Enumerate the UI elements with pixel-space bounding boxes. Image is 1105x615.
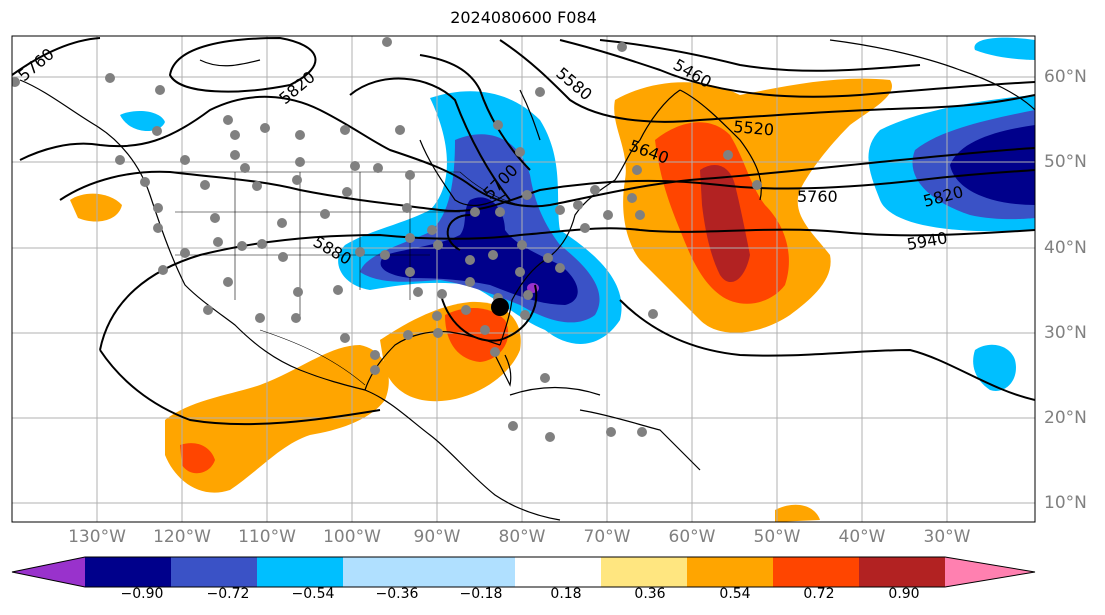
colorbar-tick-label: 0.54 bbox=[719, 586, 751, 602]
colorbar-tick-label: −0.36 bbox=[375, 586, 419, 602]
contour-label: 5760 bbox=[797, 187, 838, 206]
latitude-label: 30°N bbox=[1044, 323, 1087, 343]
colorbar-swatch bbox=[945, 557, 1035, 587]
colorbar-tick-label: 0.72 bbox=[803, 586, 835, 602]
colorbar-swatch bbox=[601, 557, 687, 587]
longitude-label: 80°W bbox=[498, 527, 546, 547]
longitude-label: 40°W bbox=[838, 527, 886, 547]
colorbar-tick-label: 0.18 bbox=[550, 586, 582, 602]
contour-label: 5580 bbox=[552, 64, 595, 105]
colorbar-tick-label: −0.54 bbox=[291, 586, 335, 602]
latitude-label: 20°N bbox=[1044, 408, 1087, 428]
anomaly-positive-region-atlantic bbox=[614, 78, 892, 333]
longitude-label: 30°W bbox=[923, 527, 971, 547]
contour-label: 5520 bbox=[733, 117, 775, 139]
colorbar-swatch bbox=[257, 557, 343, 587]
colorbar-tick-label: 0.36 bbox=[634, 586, 666, 602]
contour-label: 5760 bbox=[14, 44, 57, 85]
longitude-label: 90°W bbox=[413, 527, 461, 547]
longitude-label: 100°W bbox=[323, 527, 381, 547]
longitude-label: 60°W bbox=[668, 527, 716, 547]
longitude-label: 120°W bbox=[153, 527, 211, 547]
longitude-label: 110°W bbox=[238, 527, 296, 547]
contour-label: 5940 bbox=[905, 228, 948, 254]
colorbar-swatch bbox=[171, 557, 257, 587]
anomaly-negative-region-us bbox=[338, 91, 622, 344]
colorbar-swatch bbox=[515, 557, 601, 587]
map-frame bbox=[11, 35, 1036, 523]
latitude-label: 10°N bbox=[1044, 493, 1087, 513]
storm-center-marker bbox=[491, 298, 509, 316]
colorbar-swatch bbox=[343, 557, 429, 587]
station-dots bbox=[12, 37, 762, 442]
contour-label: 5880 bbox=[310, 232, 355, 269]
colorbar-tick-label: −0.72 bbox=[206, 586, 250, 602]
colorbar-tick-label: 0.90 bbox=[888, 586, 920, 602]
colorbar-swatch bbox=[12, 557, 85, 587]
colorbar-swatch bbox=[687, 557, 773, 587]
colorbar-swatch bbox=[773, 557, 859, 587]
colorbar-tick-label: −0.18 bbox=[459, 586, 503, 602]
map-title: 2024080600 F084 bbox=[450, 8, 597, 27]
longitude-label: 70°W bbox=[583, 527, 631, 547]
colorbar-swatch bbox=[859, 557, 945, 587]
latitude-label: 50°N bbox=[1044, 152, 1087, 172]
colorbar bbox=[11, 556, 1036, 588]
colorbar-swatch bbox=[429, 557, 515, 587]
colorbar-swatch bbox=[85, 557, 171, 587]
longitude-label: 130°W bbox=[68, 527, 126, 547]
graticule bbox=[12, 36, 1035, 522]
coastlines bbox=[19, 39, 1035, 521]
colorbar-tick-label: −0.90 bbox=[120, 586, 164, 602]
height-contours bbox=[12, 36, 1035, 426]
longitude-label: 50°W bbox=[753, 527, 801, 547]
anomaly-negative-region-atlantic bbox=[120, 37, 1035, 391]
latitude-label: 40°N bbox=[1044, 238, 1087, 258]
latitude-label: 60°N bbox=[1044, 67, 1087, 87]
